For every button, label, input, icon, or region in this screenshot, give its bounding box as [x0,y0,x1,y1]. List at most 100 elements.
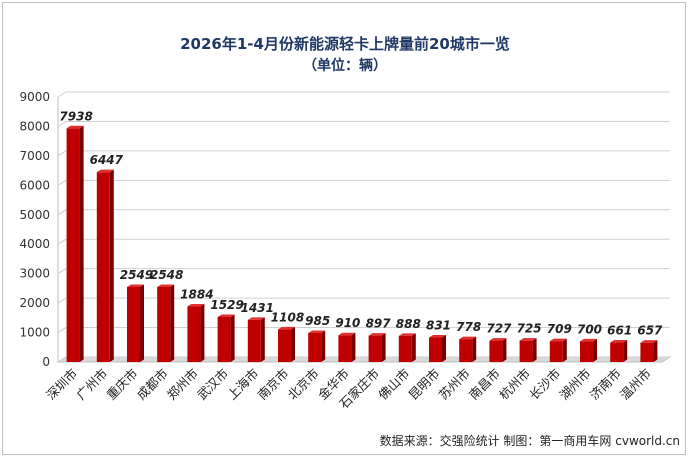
bar-top [429,335,446,338]
y-tick-label: 1000 [19,326,50,340]
bar-front [489,340,503,362]
x-tick-label: 郑州市 [164,366,201,403]
x-tick-label: 上海市 [224,366,261,403]
bar [519,338,537,362]
bar [187,304,205,362]
bar-front [610,342,624,362]
bar [610,340,628,362]
bar [217,314,235,362]
gridline [57,327,670,333]
y-tick-label: 4000 [19,237,50,251]
y-tick-label: 5000 [19,208,50,222]
data-label: 709 [547,322,572,336]
bar [157,284,175,362]
bar-front [96,172,110,362]
bar-front [580,341,593,362]
data-label: 778 [456,320,481,334]
bar-side [260,317,265,362]
bar-front [187,306,201,362]
gridline [57,238,670,245]
gridline [57,209,670,216]
bar-side [502,338,507,362]
bar-side [442,335,446,362]
bar-top [217,314,235,317]
y-tick-label: 8000 [19,119,50,133]
x-tick-label: 重庆市 [103,366,140,403]
bar [398,333,416,362]
x-tick-label: 佛山市 [375,366,412,403]
chart-frame [2,2,686,455]
x-tick-label: 杭州市 [496,366,533,403]
bar-front [217,316,231,362]
bar-side [109,169,114,362]
bar-top [127,284,144,287]
gridline [57,297,670,304]
data-label: 727 [486,322,512,336]
bar [247,317,265,362]
bar-top [308,330,326,333]
data-label: 2548 [150,268,183,282]
bar [308,330,326,362]
bar-front [338,335,352,362]
data-label: 897 [366,317,392,331]
bar [459,336,477,362]
bar-top [338,332,356,336]
y-tick-label: 6000 [19,178,50,192]
data-label: 725 [517,322,542,336]
bar-front [278,329,291,362]
data-label: 7938 [59,109,92,123]
x-tick-label: 湖州市 [556,366,593,403]
bar-side [593,338,597,362]
bar [278,326,295,362]
bar-top [278,326,295,330]
bar-side [472,336,477,362]
data-label: 888 [396,317,421,331]
data-label: 1108 [271,310,304,324]
y-tick-label: 9000 [19,90,50,104]
bar [127,284,144,362]
bar-top [549,338,567,342]
bar [338,332,356,362]
bar-front [157,286,171,362]
bar [580,338,597,362]
x-tick-label: 南昌市 [466,366,503,403]
data-label: 985 [305,314,330,328]
gridline [57,91,670,98]
bar-top [247,317,265,320]
bar-side [230,314,235,362]
data-label: 1529 [210,298,243,312]
data-label: 831 [426,319,451,333]
x-tick-label: 北京市 [285,366,322,403]
bar-top [519,338,537,341]
bar-side [623,340,628,362]
bar-side [562,338,567,362]
x-tick-label: 南京市 [254,366,291,403]
bar [66,125,84,363]
chart-floor [56,356,672,363]
bar [640,340,658,362]
bar-top [580,338,597,342]
bar-front [127,286,140,362]
bar [549,338,567,362]
x-tick-label: 广州市 [73,366,110,403]
chart-subtitle: （单位：辆） [303,58,387,74]
bar-top [640,340,658,343]
bar-front [429,337,442,362]
bar-side [653,340,658,362]
bar [96,169,114,362]
data-label: 661 [607,324,632,338]
x-tick-label: 济南市 [587,366,624,403]
bar-side [411,333,416,362]
bar-top [157,284,175,287]
bar-side [291,326,295,362]
data-label: 6447 [90,153,124,167]
bar [489,338,507,362]
bar-front [459,339,473,362]
x-tick-label: 苏州市 [436,366,473,403]
bar [429,335,446,362]
bar-side [532,338,537,362]
bar-side [200,304,205,362]
bar-front [398,335,412,362]
x-tick-label: 温州市 [617,366,654,403]
